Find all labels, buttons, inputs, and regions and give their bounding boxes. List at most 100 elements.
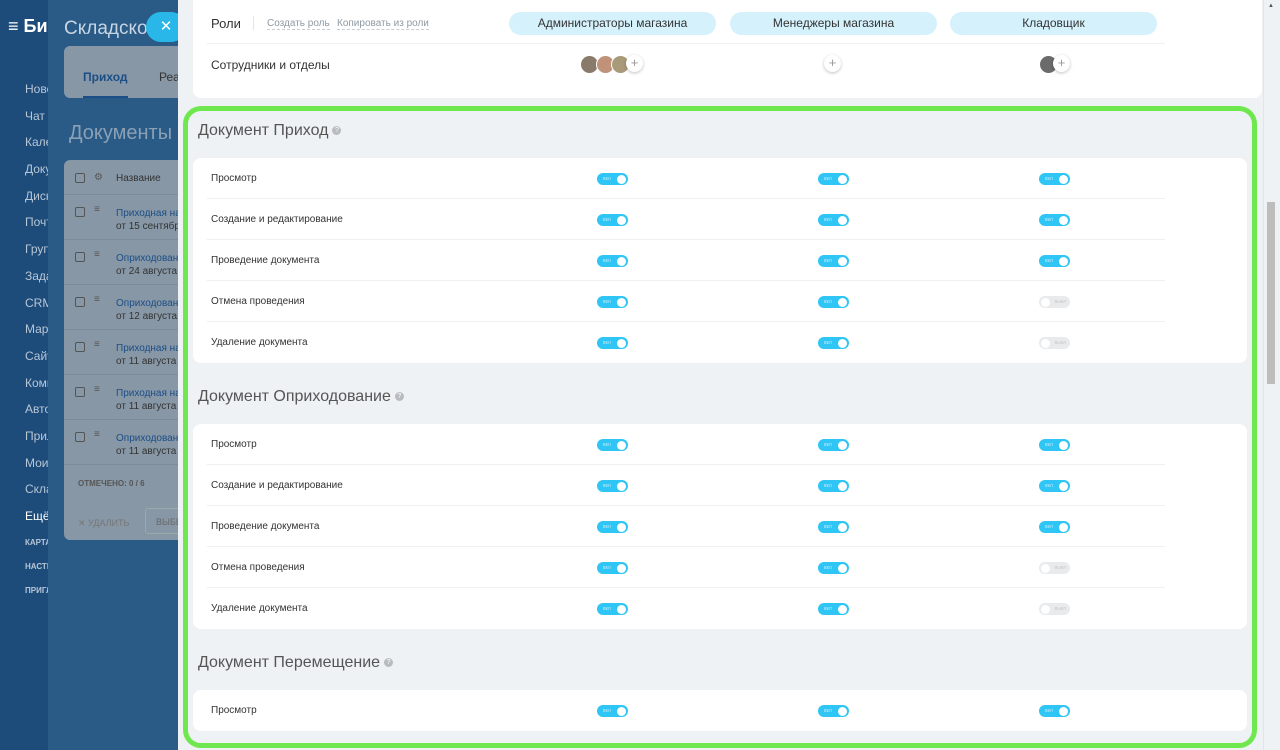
sidebar-item[interactable]: Доку	[25, 162, 48, 177]
permission-toggle[interactable]: вкл	[597, 439, 628, 451]
permission-toggle[interactable]: вкл	[818, 337, 849, 349]
permission-toggle[interactable]: вкл	[597, 214, 628, 226]
sidebar-item[interactable]: Мои	[25, 455, 48, 470]
permission-toggle[interactable]: вкл	[1039, 705, 1070, 717]
drag-handle-icon[interactable]: ≡	[94, 384, 100, 395]
sidebar-item[interactable]: Груп	[25, 242, 48, 257]
document-link[interactable]: Приходная на	[116, 343, 178, 354]
sidebar-item[interactable]: Ново	[25, 82, 48, 96]
role-managers[interactable]: Менеджеры магазина	[730, 12, 937, 35]
permission-toggle[interactable]: вкл	[597, 337, 628, 349]
permission-toggle[interactable]: вкл	[818, 439, 849, 451]
role-admins[interactable]: Администраторы магазина	[509, 12, 716, 35]
scroll-up-icon[interactable]: ▲	[1268, 3, 1274, 9]
sidebar-item[interactable]: Скла	[25, 482, 48, 497]
sidebar-item[interactable]: Ещё	[25, 509, 48, 523]
permission-toggle[interactable]: вкл	[597, 562, 628, 574]
scrollbar[interactable]: ▲	[1263, 0, 1277, 750]
permission-toggle[interactable]: вкл	[818, 480, 849, 492]
sidebar-item[interactable]: CRM	[25, 295, 48, 310]
tab-sales[interactable]: Реа	[159, 70, 178, 84]
document-link[interactable]: Оприходован	[116, 298, 178, 309]
permission-toggle[interactable]: вкл	[1039, 521, 1070, 533]
tab-income[interactable]: Приход	[83, 70, 128, 98]
add-employee-button[interactable]: +	[1053, 55, 1070, 72]
drag-handle-icon[interactable]: ≡	[94, 249, 100, 260]
row-checkbox[interactable]	[75, 297, 85, 307]
copy-role-link[interactable]: Копировать из роли	[337, 18, 429, 30]
permission-toggle[interactable]: выкл	[1039, 562, 1070, 574]
sidebar-item[interactable]: Зада	[25, 268, 48, 283]
select-action-button[interactable]: ВЫБЕ	[145, 508, 178, 534]
divider	[207, 43, 1165, 44]
document-link[interactable]: Оприходован	[116, 253, 178, 264]
sidebar-item[interactable]: Чат и	[25, 108, 48, 123]
row-checkbox[interactable]	[75, 387, 85, 397]
close-slider-button[interactable]: ✕	[146, 12, 178, 42]
row-checkbox[interactable]	[75, 252, 85, 262]
permission-toggle[interactable]: вкл	[818, 562, 849, 574]
permission-toggle[interactable]: вкл	[1039, 480, 1070, 492]
scrollbar-thumb[interactable]	[1267, 202, 1275, 384]
permission-toggle[interactable]: вкл	[597, 521, 628, 533]
add-employee-button[interactable]: +	[626, 55, 643, 72]
permission-toggle[interactable]: выкл	[1039, 296, 1070, 308]
permission-toggle[interactable]: вкл	[818, 521, 849, 533]
delete-button[interactable]: ✕ УДАЛИТЬ	[78, 518, 130, 528]
sidebar-item[interactable]: Почт	[25, 215, 48, 230]
document-link[interactable]: Оприходован	[116, 433, 178, 444]
table-row[interactable]: ≡ Оприходован от 24 августа 2	[64, 239, 178, 284]
row-checkbox[interactable]	[75, 207, 85, 217]
table-row[interactable]: ≡ Приходная на от 11 августа 2	[64, 329, 178, 374]
permission-toggle[interactable]: вкл	[597, 603, 628, 615]
row-checkbox[interactable]	[75, 432, 85, 442]
sidebar-item[interactable]: Диск	[25, 188, 48, 203]
gear-icon[interactable]: ⚙	[94, 172, 103, 183]
drag-handle-icon[interactable]: ≡	[94, 429, 100, 440]
sidebar-footer-link[interactable]: КАРТА	[25, 537, 48, 547]
table-row[interactable]: ≡ Приходная на от 15 сентября	[64, 194, 178, 239]
permission-toggle[interactable]: выкл	[1039, 337, 1070, 349]
sidebar-item[interactable]: Комп	[25, 375, 48, 390]
permission-toggle[interactable]: вкл	[597, 173, 628, 185]
sidebar-item[interactable]: Марк	[25, 322, 48, 337]
permission-toggle[interactable]: выкл	[1039, 603, 1070, 615]
permission-toggle[interactable]: вкл	[597, 255, 628, 267]
help-icon[interactable]: ?	[332, 126, 342, 136]
row-checkbox[interactable]	[75, 342, 85, 352]
permission-toggle[interactable]: вкл	[1039, 214, 1070, 226]
permission-toggle[interactable]: вкл	[1039, 173, 1070, 185]
add-employee-button[interactable]: +	[824, 55, 841, 72]
drag-handle-icon[interactable]: ≡	[94, 294, 100, 305]
permission-row: Просмотр вкл вкл вкл	[193, 690, 1247, 731]
permission-toggle[interactable]: вкл	[597, 705, 628, 717]
drag-handle-icon[interactable]: ≡	[94, 204, 100, 215]
help-icon[interactable]: ?	[394, 392, 404, 402]
help-icon[interactable]: ?	[384, 658, 394, 668]
document-link[interactable]: Приходная на	[116, 208, 178, 219]
sidebar-footer-link[interactable]: НАСТР	[25, 561, 48, 571]
table-row[interactable]: ≡ Оприходован от 12 августа 2	[64, 284, 178, 329]
document-link[interactable]: Приходная на	[116, 388, 178, 399]
permission-toggle[interactable]: вкл	[818, 255, 849, 267]
table-row[interactable]: ≡ Оприходован от 11 августа 2	[64, 419, 178, 464]
sidebar-item[interactable]: Авто	[25, 402, 48, 417]
permission-toggle[interactable]: вкл	[818, 214, 849, 226]
permission-toggle[interactable]: вкл	[818, 173, 849, 185]
permission-toggle[interactable]: вкл	[818, 603, 849, 615]
drag-handle-icon[interactable]: ≡	[94, 339, 100, 350]
table-row[interactable]: ≡ Приходная на от 11 августа 2	[64, 374, 178, 419]
select-all-checkbox[interactable]	[75, 173, 85, 183]
sidebar-item[interactable]: Кале	[25, 135, 48, 150]
create-role-link[interactable]: Создать роль	[267, 18, 330, 30]
permission-toggle[interactable]: вкл	[597, 296, 628, 308]
permission-toggle[interactable]: вкл	[818, 296, 849, 308]
permission-toggle[interactable]: вкл	[597, 480, 628, 492]
permission-toggle[interactable]: вкл	[818, 705, 849, 717]
permission-toggle[interactable]: вкл	[1039, 255, 1070, 267]
role-storekeeper[interactable]: Кладовщик	[950, 12, 1157, 35]
sidebar-item[interactable]: Сайт	[25, 348, 48, 363]
sidebar-item[interactable]: Прил	[25, 428, 48, 443]
permission-toggle[interactable]: вкл	[1039, 439, 1070, 451]
sidebar-footer-link[interactable]: ПРИГЛ	[25, 585, 48, 595]
